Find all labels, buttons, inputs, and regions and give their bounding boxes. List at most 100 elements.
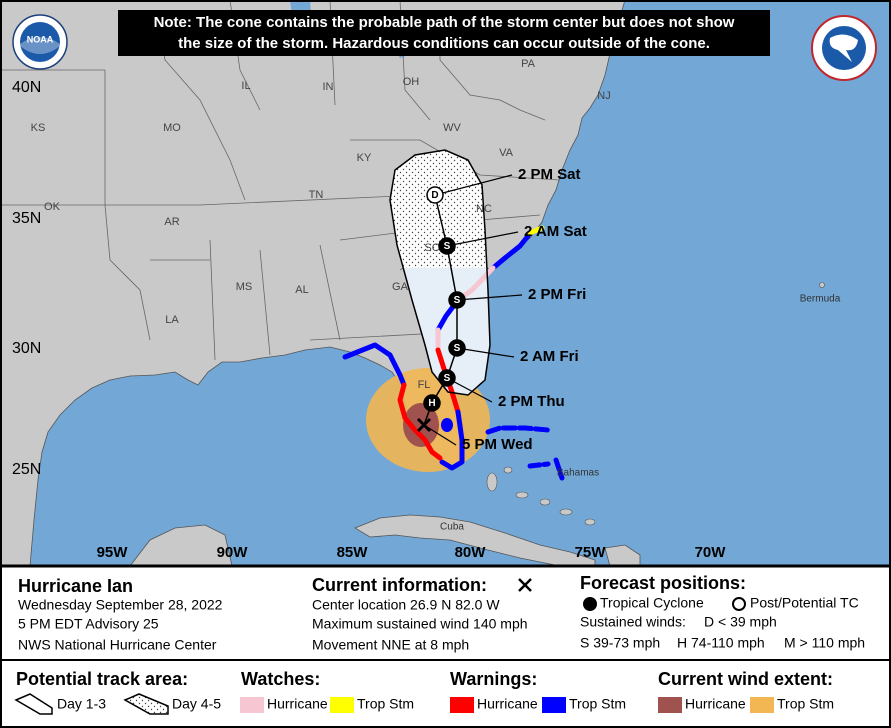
state-label: IN (323, 81, 334, 93)
tc-symbol (583, 597, 597, 611)
legend-title: Warnings: (450, 669, 537, 689)
state-label: MS (236, 281, 253, 293)
island (129, 514, 641, 566)
forecast-symbol: D (431, 190, 438, 201)
forecast-key: Sustained winds: (580, 614, 686, 630)
state-label: AL (295, 284, 308, 296)
forecast-point (423, 394, 441, 412)
state-label: PA (521, 58, 536, 70)
forecast-point (448, 339, 466, 357)
trop-storm-warning (527, 457, 565, 481)
legend-label: Hurricane (267, 696, 328, 712)
latitude-label: 35N (12, 210, 41, 227)
forecast-label: 2 PM Fri (528, 286, 586, 303)
legend-swatch (330, 697, 354, 713)
cone-outline (389, 149, 491, 396)
state-label: GA (392, 281, 409, 293)
forecast-label: 2 PM Thu (498, 393, 565, 410)
legend-swatch (542, 697, 566, 713)
trop-storm-warning (485, 425, 551, 435)
storm-info: NWS National Hurricane Center (18, 637, 217, 653)
state-label: OH (403, 76, 420, 88)
note-box (118, 10, 770, 56)
legend-label: Trop Stm (777, 696, 834, 712)
forecast-point (438, 369, 456, 387)
state-label: OK (44, 201, 61, 213)
noaa-logo: NOAA (12, 14, 68, 70)
note: the size of the storm. Hazardous conditi… (178, 35, 710, 52)
legend-swatch (450, 697, 474, 713)
forecast-point (448, 291, 466, 309)
hurricane-wind-extent (403, 403, 439, 447)
wind-category: M > 110 mph (784, 635, 865, 651)
state-label: SC (424, 242, 439, 254)
forecast-symbol: H (428, 398, 435, 409)
place-label: Cuba (440, 522, 464, 533)
legend-label: Hurricane (685, 696, 746, 712)
legend-title: Potential track area: (16, 669, 188, 689)
state-label: LA (165, 314, 179, 326)
state-label: MO (163, 122, 181, 134)
current-position (416, 417, 432, 433)
track: H 2 PM Thu S 2 AM Fri S 2 PM Fri S 2 AM Sat S 2 P… (416, 166, 587, 453)
legend-swatch (750, 697, 774, 713)
state-label: IL (241, 80, 250, 92)
map: 40N 35N 30N 25N 95W 90W 85W 80W 75W 70W PA OH IN IL NJ… (0, 0, 891, 566)
legend-swatch (240, 697, 264, 713)
forecast-title: Forecast positions: (580, 573, 746, 593)
current-icon (518, 578, 532, 592)
leader-line (446, 231, 519, 247)
legend-swatch (658, 697, 682, 713)
legend-label: Trop Stm (357, 696, 414, 712)
trop-storm-warning (439, 409, 465, 471)
trop-storm-warning (342, 342, 407, 388)
forecast-symbol: S (444, 373, 451, 384)
state-label: TN (309, 189, 324, 201)
place-label: Bermuda (800, 294, 841, 305)
day-4-5-symbol (123, 693, 169, 715)
day-1-3-symbol (14, 693, 53, 715)
wind-category: D < 39 mph (704, 614, 777, 630)
state-label: VA (499, 147, 514, 159)
note: Note: The cone contains the probable pat… (154, 14, 735, 31)
legend-label: Day 4-5 (172, 696, 221, 712)
storm-info: 5 PM EDT Advisory 25 (18, 616, 159, 632)
storm-info: Wednesday September 28, 2022 (18, 597, 223, 613)
coastal-alerts (342, 225, 565, 481)
hurricane-warning (397, 382, 443, 461)
longitude-label: 90W (217, 544, 249, 561)
forecast-key: Tropical Cyclone (600, 595, 704, 611)
forecast-label: 2 PM Sat (518, 166, 581, 183)
noaa-text: NOAA (27, 34, 54, 44)
state-label: KY (357, 152, 372, 164)
state-label: WV (443, 122, 461, 134)
legend-label: Day 1-3 (57, 696, 106, 712)
state-label: FL (418, 379, 431, 391)
trop-storm-warning (441, 418, 453, 432)
storm-name: Hurricane Ian (18, 576, 133, 596)
trop-storm-warning (490, 233, 531, 271)
forecast-label: 2 AM Sat (524, 223, 587, 240)
state-label: AR (164, 216, 179, 228)
legend-title: Current wind extent: (658, 669, 833, 689)
current-info: Movement NNE at 8 mph (312, 637, 469, 653)
legend-label: Trop Stm (569, 696, 626, 712)
latitude-label: 25N (12, 461, 41, 478)
longitude-label: 70W (695, 544, 727, 561)
longitude-label: 75W (575, 544, 607, 561)
nws-logo (811, 15, 877, 81)
legend-label: Hurricane (477, 696, 538, 712)
latitude-label: 30N (12, 340, 41, 357)
forecast-symbol: S (454, 295, 461, 306)
wind-category: H 74-110 mph (677, 635, 765, 651)
map-labels: 40N 35N 30N 25N 95W 90W 85W 80W 75W 70W PA OH IN IL NJ… (12, 58, 841, 561)
current-label: 5 PM Wed (462, 436, 533, 453)
longitude-label: 80W (455, 544, 487, 561)
leader-line (456, 347, 515, 358)
latitude-label: 40N (12, 79, 41, 96)
wind-category: S 39-73 mph (580, 635, 660, 651)
longitude-label: 95W (97, 544, 129, 561)
